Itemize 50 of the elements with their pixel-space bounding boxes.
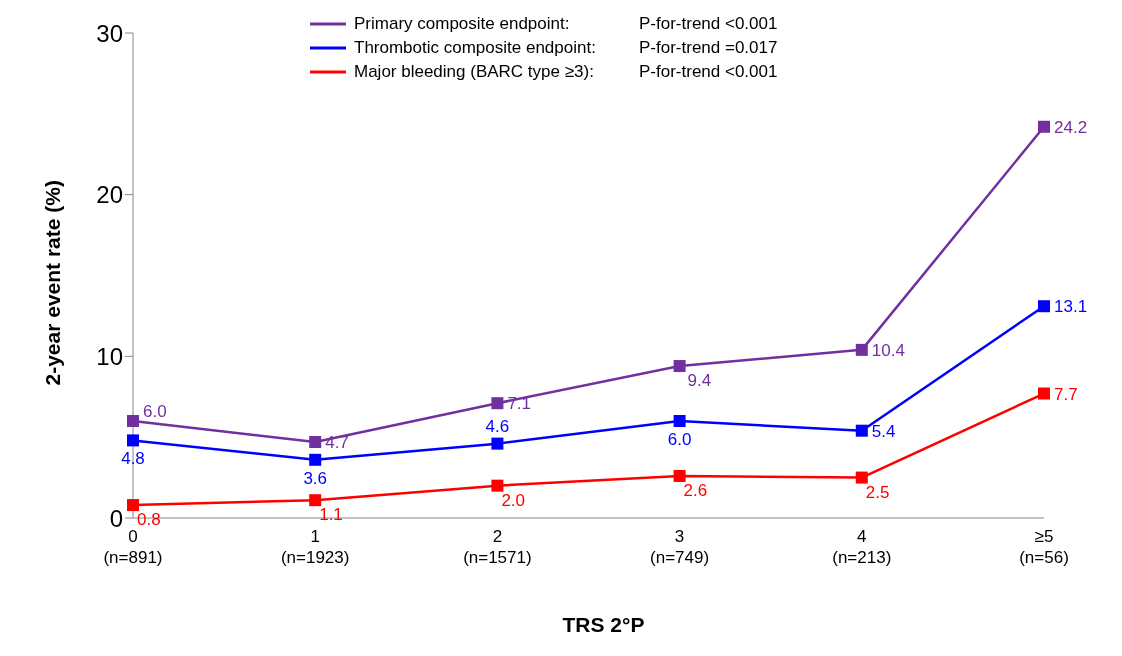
data-label: 2.6 <box>683 480 708 500</box>
point <box>673 469 686 482</box>
point <box>1038 120 1050 133</box>
data-label: 7.7 <box>1054 384 1078 404</box>
legend-label: Thrombotic composite endpoint: <box>354 38 597 58</box>
annotation: P-for-trend <0.001 <box>639 62 778 82</box>
point <box>855 471 868 484</box>
point <box>491 397 504 410</box>
x-tick-label: 2 (n=1571) <box>463 527 532 567</box>
data-label: 2.0 <box>501 490 526 510</box>
point <box>491 437 504 450</box>
annotation: P-for-trend =0.017 <box>639 38 778 58</box>
y-tick-label: 20 <box>96 181 123 209</box>
data-label: 2.5 <box>865 482 890 502</box>
data-label: 5.4 <box>871 421 896 441</box>
y-tick-label: 30 <box>96 19 123 47</box>
point <box>1038 300 1050 313</box>
point <box>855 424 868 437</box>
point <box>1038 387 1050 400</box>
data-label: 4.6 <box>485 416 510 436</box>
point <box>855 343 868 356</box>
point <box>673 415 686 427</box>
data-label: 1.1 <box>319 505 343 525</box>
point <box>127 499 139 512</box>
point <box>309 453 322 466</box>
point <box>127 434 139 447</box>
legend-label: Primary composite endpoint: <box>354 14 571 34</box>
x-tick-label: 1 (n=1923) <box>280 527 350 567</box>
data-label: 6.0 <box>143 402 167 421</box>
data-label: 6.0 <box>667 430 692 449</box>
data-label: 9.4 <box>687 371 712 391</box>
data-label: 4.8 <box>121 449 145 469</box>
x-tick-label: 3 (n=749) <box>650 527 710 567</box>
point <box>127 415 139 427</box>
x-axis-title: TRS 2°P <box>561 613 646 637</box>
data-label: 3.6 <box>303 468 328 488</box>
point <box>309 436 322 449</box>
data-label: 24.2 <box>1054 117 1088 137</box>
data-label: 13.1 <box>1054 297 1088 317</box>
y-tick-label: 10 <box>96 342 123 370</box>
legend-label: Major bleeding (BARC type ≥3): <box>354 62 595 82</box>
data-label: 0.8 <box>137 510 161 530</box>
point <box>309 494 322 507</box>
x-tick-label: ≥5 (n=56) <box>1019 527 1069 567</box>
y-axis-title: 2-year event rate (%) <box>41 180 65 386</box>
point <box>491 479 504 492</box>
x-tick-label: 4 (n=213) <box>832 527 892 567</box>
point <box>673 360 686 373</box>
text: P-for-trend <0.001 <box>639 14 778 34</box>
data-label: 10.4 <box>871 340 905 360</box>
